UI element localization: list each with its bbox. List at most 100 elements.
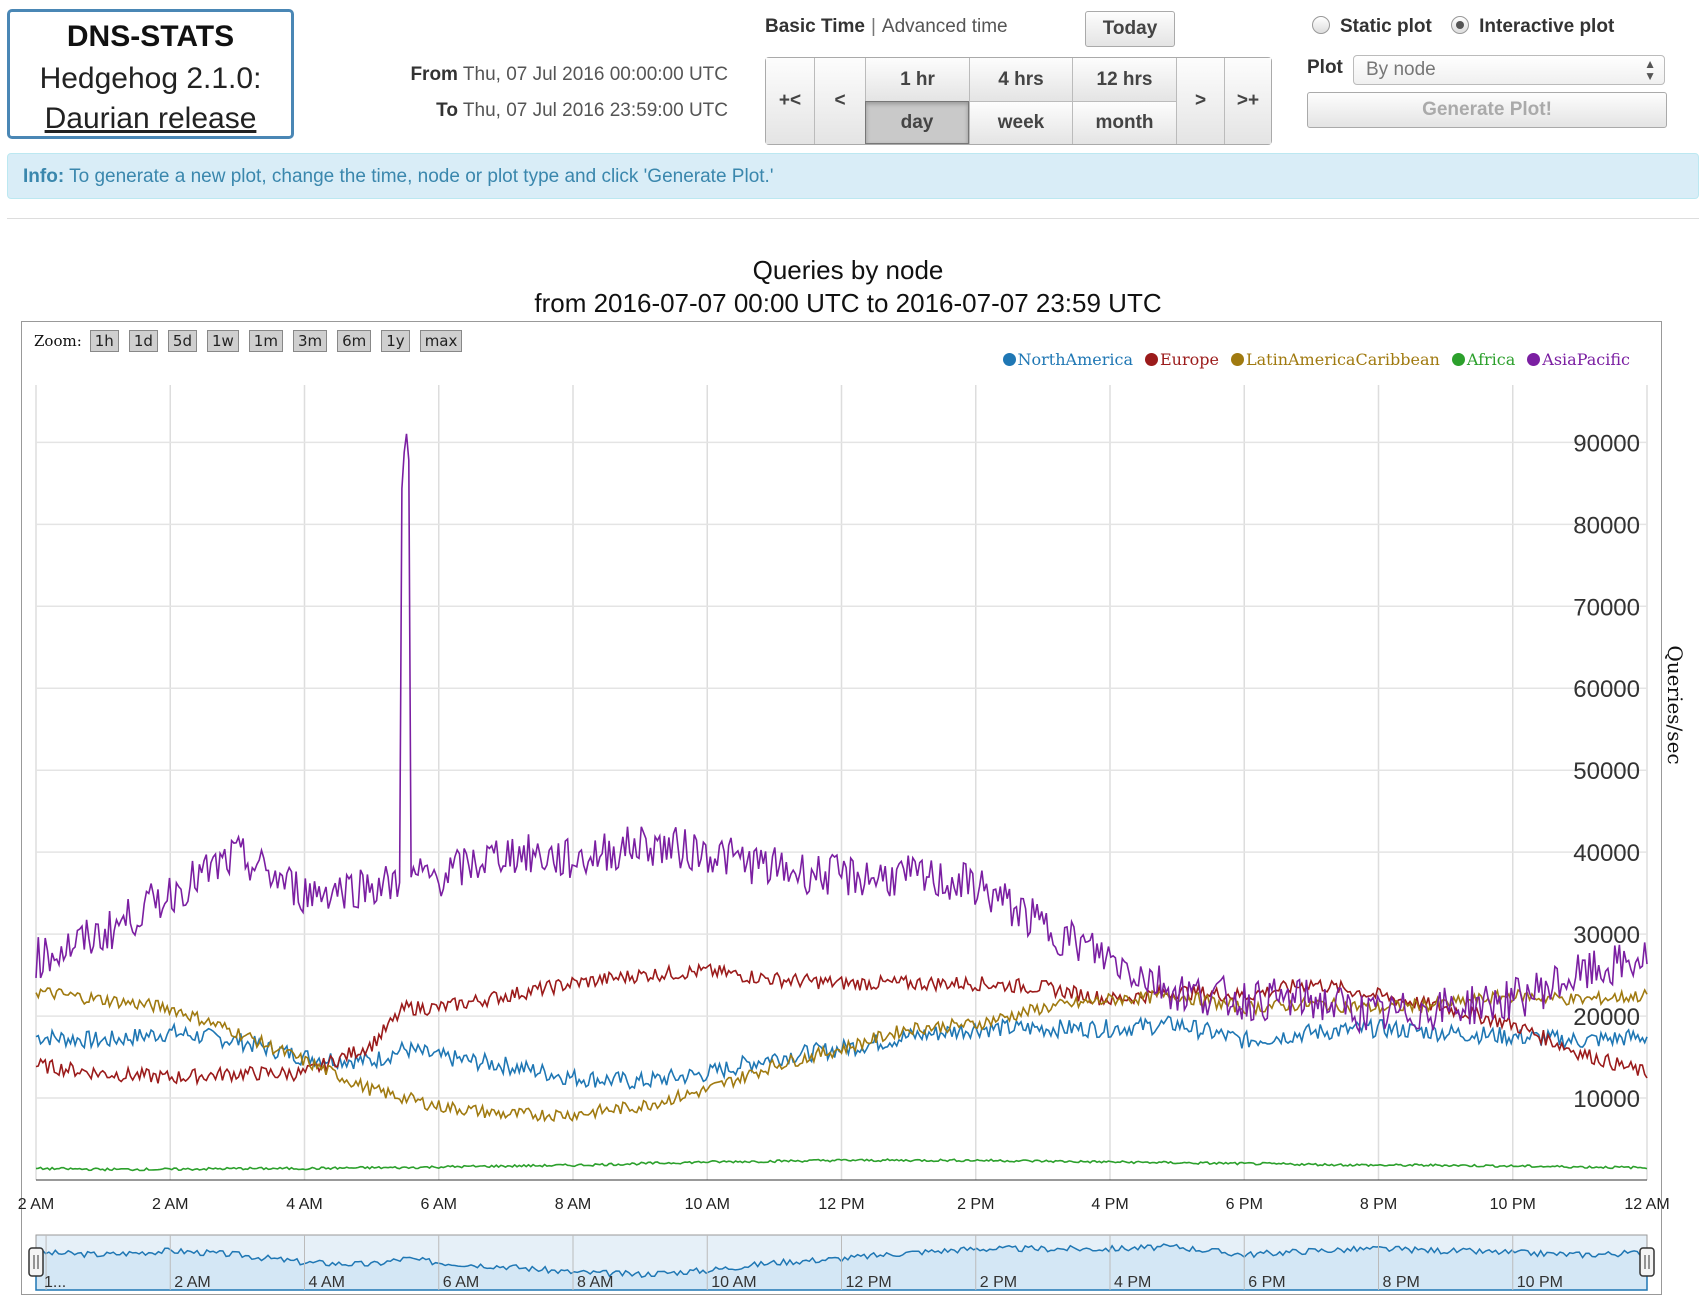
y-tick-label: 10000 xyxy=(1573,1086,1640,1113)
range-to: To Thu, 07 Jul 2016 23:59:00 UTC xyxy=(436,100,728,122)
plot-select-value: By node xyxy=(1366,59,1436,80)
zoom-1h-button[interactable]: 1h xyxy=(89,330,119,352)
x-tick-label: 6 PM xyxy=(1226,1196,1263,1213)
interactive-plot-radio[interactable] xyxy=(1451,16,1470,34)
prev-button[interactable]: < xyxy=(814,58,865,144)
legend-dot-icon xyxy=(1527,353,1541,366)
x-tick-label: 2 PM xyxy=(957,1196,994,1213)
zoom-5d-button[interactable]: 5d xyxy=(167,330,197,352)
x-tick-label: 10 PM xyxy=(1490,1196,1536,1213)
zoom-label: Zoom: xyxy=(34,332,82,350)
legend-item-northamerica[interactable]: NorthAmerica xyxy=(1002,350,1133,369)
x-tick-label: 12 PM xyxy=(818,1196,864,1213)
divider xyxy=(7,218,1699,219)
plot-select[interactable]: By node ▲ ▼ xyxy=(1353,55,1665,85)
period-day-button[interactable]: day xyxy=(865,101,969,144)
interactive-plot-label: Interactive plot xyxy=(1479,16,1615,37)
zoom-1w-button[interactable]: 1w xyxy=(206,330,239,352)
legend-dot-icon xyxy=(1230,353,1244,366)
plot-select-label: Plot xyxy=(1307,57,1343,78)
y-tick-label: 20000 xyxy=(1573,1004,1640,1031)
generate-plot-button[interactable]: Generate Plot! xyxy=(1307,92,1667,128)
time-mode-switch: Basic Time | Advanced time xyxy=(765,16,1008,38)
to-label: To xyxy=(436,100,458,121)
today-button[interactable]: Today xyxy=(1085,11,1175,47)
chart-subtitle: from 2016-07-07 00:00 UTC to 2016-07-07 … xyxy=(534,288,1162,318)
next-button[interactable]: > xyxy=(1176,58,1224,144)
zoom-1d-button[interactable]: 1d xyxy=(128,330,158,352)
release-link[interactable]: Daurian release xyxy=(44,102,257,135)
x-tick-label: 2 AM xyxy=(152,1196,188,1213)
legend-label: AsiaPacific xyxy=(1542,350,1630,369)
range-handle-right[interactable] xyxy=(1639,1247,1655,1277)
series-line-africa xyxy=(35,1158,1648,1172)
zoom-max-button[interactable]: max xyxy=(419,330,463,352)
legend-item-africa[interactable]: Africa xyxy=(1451,350,1516,369)
range-tick-label: 6 PM xyxy=(1248,1274,1285,1291)
basic-time-link[interactable]: Basic Time xyxy=(765,16,865,37)
range-handle-left[interactable] xyxy=(28,1247,44,1277)
info-label: Info: xyxy=(23,166,65,187)
legend-item-asiapacific[interactable]: AsiaPacific xyxy=(1527,350,1630,369)
zoom-1m-button[interactable]: 1m xyxy=(248,330,283,352)
period-1hr-button[interactable]: 1 hr xyxy=(865,58,969,101)
period-month-button[interactable]: month xyxy=(1072,101,1176,144)
legend-dot-icon xyxy=(1002,353,1016,366)
y-tick-label: 70000 xyxy=(1573,594,1640,621)
y-axis-label: Queries/sec xyxy=(1663,645,1687,764)
static-plot-label: Static plot xyxy=(1340,16,1432,37)
jump-first-button[interactable]: +< xyxy=(766,58,814,144)
legend-label: Europe xyxy=(1160,350,1219,369)
zoom-controls: Zoom: 1h 1d 5d 1w 1m 3m 6m 1y max xyxy=(34,330,472,352)
zoom-6m-button[interactable]: 6m xyxy=(337,330,372,352)
legend-dot-icon xyxy=(1451,353,1465,366)
info-text: To generate a new plot, change the time,… xyxy=(69,166,774,187)
y-tick-label: 90000 xyxy=(1573,430,1640,457)
select-arrows-icon: ▲ ▼ xyxy=(1644,57,1656,83)
chart-frame xyxy=(21,321,1662,1295)
y-tick-label: 30000 xyxy=(1573,922,1640,949)
series-line-asiapacific xyxy=(35,433,1648,1035)
series-line-europe xyxy=(35,962,1648,1087)
range-tick-label: 4 PM xyxy=(1114,1274,1151,1291)
x-tick-label: 8 PM xyxy=(1360,1196,1397,1213)
advanced-time-link[interactable]: Advanced time xyxy=(881,16,1008,37)
app-title: DNS-STATS xyxy=(66,20,235,53)
chart-legend: NorthAmerica Europe LatinAmericaCaribbean A… xyxy=(991,350,1630,369)
from-label: From xyxy=(410,64,458,85)
range-tick-label: 12 PM xyxy=(846,1274,892,1291)
zoom-1y-button[interactable]: 1y xyxy=(381,330,410,352)
period-4hrs-button[interactable]: 4 hrs xyxy=(969,58,1072,101)
legend-item-latinamericacaribbean[interactable]: LatinAmericaCaribbean xyxy=(1230,350,1440,369)
series-line-latinamericacaribbean xyxy=(35,987,1648,1123)
period-12hrs-button[interactable]: 12 hrs xyxy=(1072,58,1176,101)
to-value: Thu, 07 Jul 2016 23:59:00 UTC xyxy=(462,100,728,121)
x-tick-label: 4 PM xyxy=(1091,1196,1128,1213)
x-tick-label: 12 AM xyxy=(1624,1196,1669,1213)
x-tick-label: 6 AM xyxy=(421,1196,457,1213)
range-from: From Thu, 07 Jul 2016 00:00:00 UTC xyxy=(410,64,728,86)
y-tick-label: 80000 xyxy=(1573,512,1640,539)
range-tick-label: 10 AM xyxy=(711,1274,756,1291)
info-alert: Info: To generate a new plot, change the… xyxy=(7,153,1699,199)
y-tick-label: 60000 xyxy=(1573,676,1640,703)
x-tick-label: 2 AM xyxy=(18,1196,54,1213)
range-tick-label: 4 AM xyxy=(309,1274,345,1291)
brand-box: DNS-STATS Hedgehog 2.1.0: Daurian releas… xyxy=(7,9,294,139)
x-tick-label: 4 AM xyxy=(286,1196,322,1213)
legend-label: NorthAmerica xyxy=(1017,350,1133,369)
legend-item-europe[interactable]: Europe xyxy=(1145,350,1219,369)
period-week-button[interactable]: week xyxy=(969,101,1072,144)
static-plot-radio[interactable] xyxy=(1312,16,1330,34)
zoom-3m-button[interactable]: 3m xyxy=(292,330,328,352)
from-value: Thu, 07 Jul 2016 00:00:00 UTC xyxy=(462,64,728,85)
y-tick-label: 50000 xyxy=(1573,758,1640,785)
range-tick-label: 6 AM xyxy=(443,1274,479,1291)
range-tick-label: 10 PM xyxy=(1517,1274,1563,1291)
legend-label: Africa xyxy=(1466,350,1516,369)
legend-label: LatinAmericaCaribbean xyxy=(1245,350,1440,369)
jump-last-button[interactable]: >+ xyxy=(1224,58,1271,144)
y-tick-label: 40000 xyxy=(1573,840,1640,867)
range-tick-label: 2 AM xyxy=(174,1274,210,1291)
